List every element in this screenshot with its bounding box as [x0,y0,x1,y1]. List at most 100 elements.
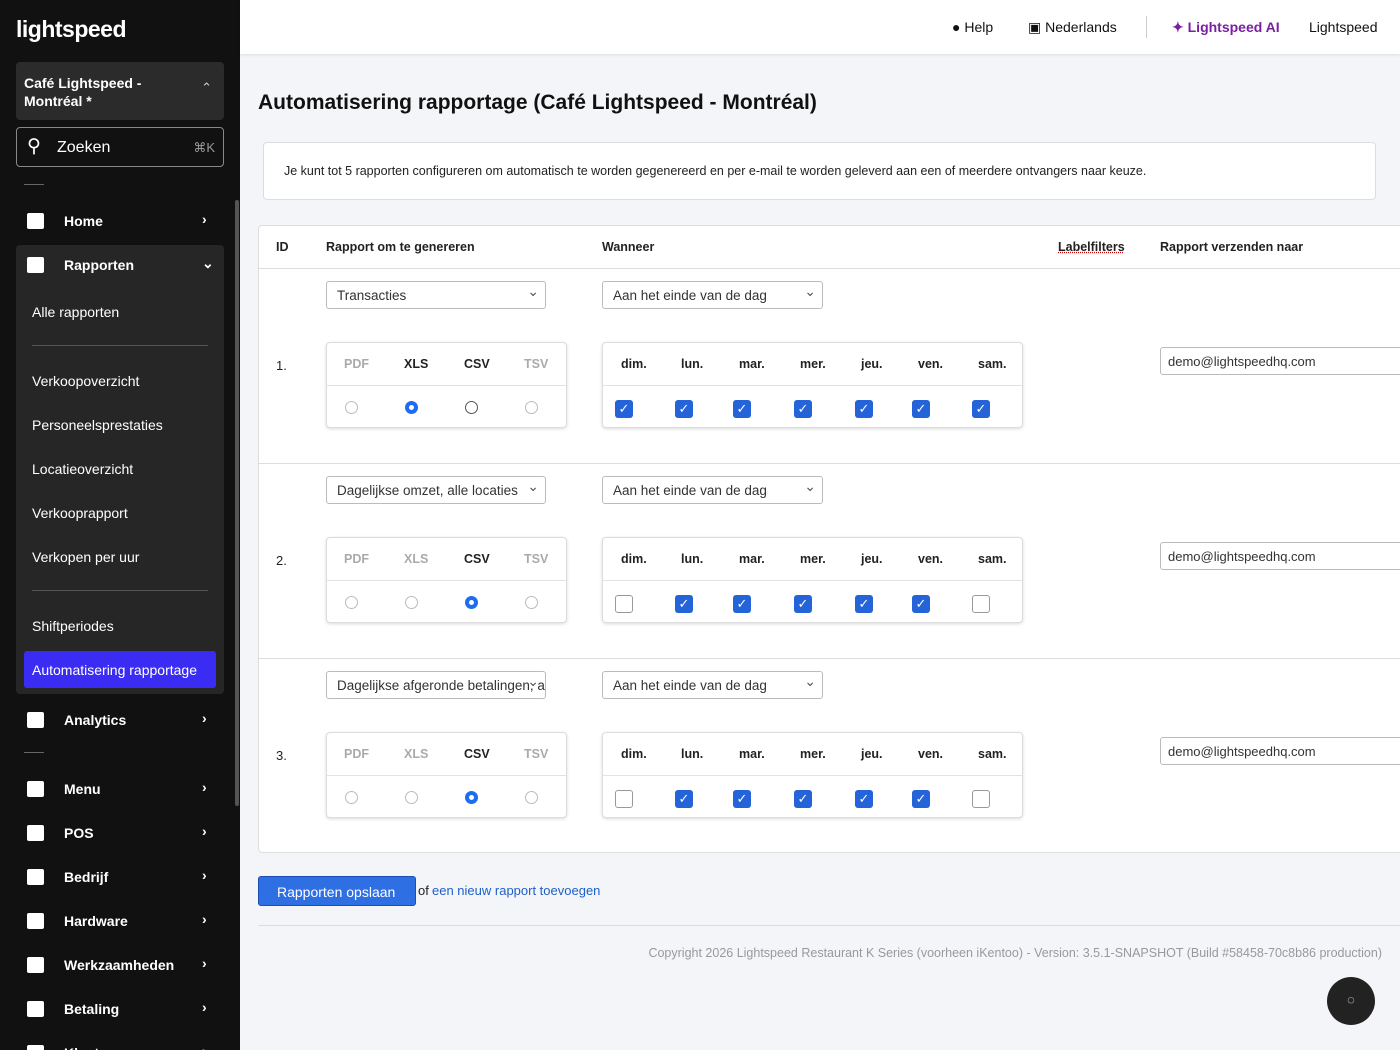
day-checkbox[interactable]: ✓ [912,595,930,613]
nav-divider [24,752,44,753]
language[interactable]: ▣ Nederlands [1028,19,1117,35]
day-checkbox[interactable]: ✓ [733,595,751,613]
page-title: Automatisering rapportage (Café Lightspe… [258,91,817,114]
row-line [259,463,1400,464]
format-radio[interactable] [345,596,358,609]
email-input[interactable]: demo@lightspeedhq.com [1160,542,1400,570]
format-label: XLS [404,747,429,761]
scrollbar [235,200,239,806]
format-radio[interactable] [345,401,358,414]
info-text: Je kunt tot 5 rapporten configureren om … [284,164,1147,178]
when-select[interactable]: Aan het einde van de dag [602,671,823,699]
day-checkbox[interactable]: ✓ [972,400,990,418]
nav-subitem[interactable]: Personeelsprestaties [32,417,163,433]
search[interactable]: ⚲ Zoeken ⌘K [16,127,224,167]
format-radio[interactable] [525,791,538,804]
day-label: sam. [978,357,1007,371]
nav-item[interactable]: POS [64,825,94,841]
format-radio[interactable] [345,791,358,804]
nav-chevron: › [202,911,207,927]
day-checkbox[interactable] [972,790,990,808]
report-select[interactable]: Dagelijkse omzet, alle locaties [326,476,546,504]
day-label: mar. [739,552,765,566]
day-checkbox[interactable]: ✓ [794,790,812,808]
nav-divider [32,345,208,346]
day-checkbox[interactable]: ✓ [675,790,693,808]
day-checkbox[interactable]: ✓ [794,595,812,613]
nav-subitem[interactable]: Alle rapporten [32,304,120,320]
day-checkbox[interactable]: ✓ [855,595,873,613]
box-line [603,385,1022,386]
day-checkbox[interactable]: ✓ [615,400,633,418]
report-table: ID Rapport om te genereren Wanneer Labelfil… [258,225,1400,853]
day-checkbox[interactable]: ✓ [912,790,930,808]
day-label: mar. [739,747,765,761]
day-checkbox[interactable] [972,595,990,613]
nav-item[interactable]: Hardware [64,913,128,929]
help[interactable]: ● Help [952,19,994,35]
nav-subitem[interactable]: Locatieoverzicht [32,461,134,477]
nav-icon [27,781,44,797]
nav-item[interactable]: Rapporten [64,257,134,273]
day-checkbox[interactable] [615,790,633,808]
nav-item[interactable]: Menu [64,781,101,797]
ai[interactable]: ✦ Lightspeed AI [1172,19,1280,35]
day-checkbox[interactable] [615,595,633,613]
nav-item[interactable]: Home [64,213,103,229]
day-checkbox[interactable]: ✓ [855,790,873,808]
email-input[interactable]: demo@lightspeedhq.com [1160,737,1400,765]
day-checkbox[interactable]: ✓ [733,400,751,418]
day-label: sam. [978,552,1007,566]
box-line [603,580,1022,581]
nav-item[interactable]: Klanten [64,1045,115,1050]
brand[interactable]: lightspeed [16,16,127,42]
nav-item[interactable]: Betaling [64,1001,120,1017]
nav-subitem[interactable]: Automatisering rapportage [32,662,197,678]
day-checkbox[interactable]: ✓ [855,400,873,418]
day-checkbox[interactable]: ✓ [675,400,693,418]
day-checkbox[interactable]: ✓ [733,790,751,808]
nav-subitem[interactable]: Verkopen per uur [32,549,140,565]
nav-item[interactable]: Bedrijf [64,869,109,885]
location: Café Lightspeed - Montréal * [24,75,142,109]
format-radio[interactable] [465,401,478,414]
day-checkbox[interactable]: ✓ [794,400,812,418]
day-label: lun. [681,357,704,371]
save-button[interactable]: Rapporten opslaan [258,876,416,906]
nav-divider [32,590,208,591]
ai-label: Lightspeed AI [1187,19,1280,35]
format-radio[interactable] [465,791,478,804]
nav-icon [27,825,44,841]
day-checkbox[interactable]: ✓ [912,400,930,418]
sidebar: lightspeed Café Lightspeed - Montréal * … [0,0,240,1050]
location-picker[interactable]: Café Lightspeed - Montréal * ⌃ [16,62,224,120]
format-radio[interactable] [525,596,538,609]
format-radio[interactable] [405,401,418,414]
when-select[interactable]: Aan het einde van de dag [602,281,823,309]
nav-item[interactable]: Werkzaamheden [64,957,175,973]
box-line [327,385,566,386]
row-id: 1. [276,358,287,373]
topbar: ● Help ▣ Nederlands ✦ Lightspeed AI Ligh… [240,0,1400,54]
format-radio[interactable] [405,596,418,609]
format-radio[interactable] [405,791,418,804]
column-header: Wanneer [602,240,655,254]
add-link[interactable]: een nieuw rapport toevoegen [432,883,601,898]
email-input[interactable]: demo@lightspeedhq.com [1160,347,1400,375]
days-box: dim. lun. ✓ mar. ✓ mer. ✓ jeu. ✓ ven. ✓ sam. [602,732,1023,818]
day-label: ven. [918,747,944,761]
day-label: dim. [621,552,647,566]
nav-subitem[interactable]: Verkoopoverzicht [32,373,140,389]
report-select[interactable]: Dagelijkse afgeronde betalingen, al [326,671,546,699]
report-select[interactable]: Transacties [326,281,546,309]
nav-subitem[interactable]: Verkooprapport [32,505,128,521]
format-radio[interactable] [465,596,478,609]
day-checkbox[interactable]: ✓ [675,595,693,613]
nav-item[interactable]: Analytics [64,712,127,728]
chat-button[interactable]: ◌ [1327,977,1375,1025]
account[interactable]: Lightspeed [1309,19,1378,35]
when-select[interactable]: Aan het einde van de dag [602,476,823,504]
day-label: jeu. [861,357,883,371]
nav-subitem[interactable]: Shiftperiodes [32,618,114,634]
format-radio[interactable] [525,401,538,414]
